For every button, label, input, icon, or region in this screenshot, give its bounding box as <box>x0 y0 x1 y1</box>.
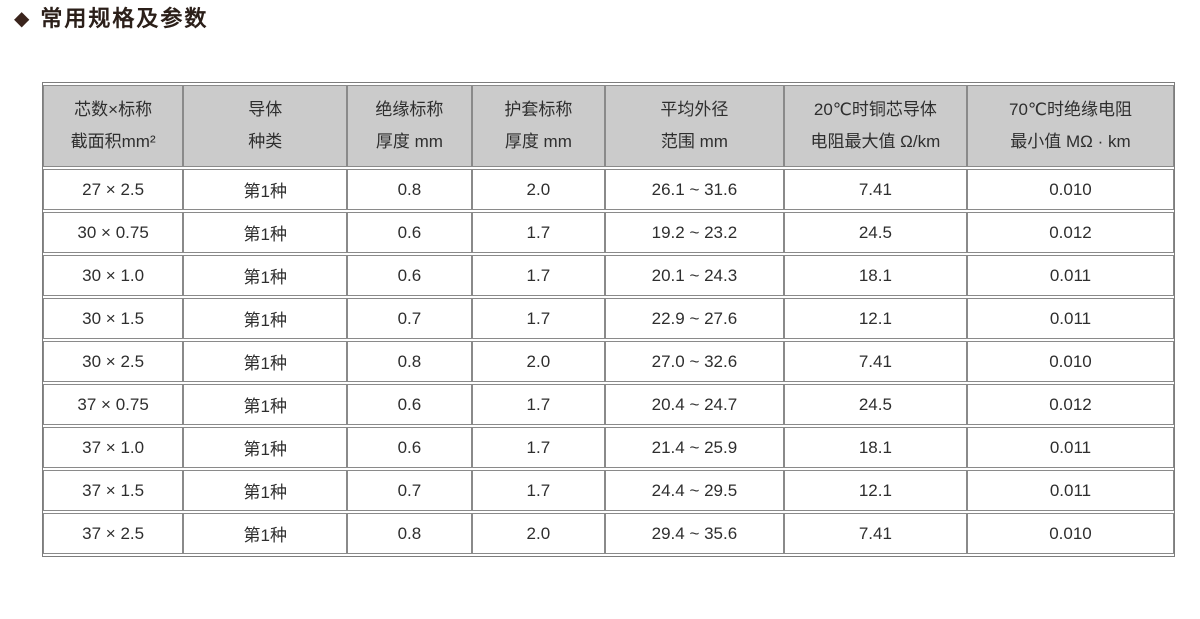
table-cell: 12.1 <box>783 470 967 511</box>
column-header-insulation-thickness: 绝缘标称 厚度 mm <box>347 85 472 167</box>
table-cell: 0.010 <box>966 169 1174 210</box>
header-line: 护套标称 <box>504 100 573 119</box>
table-cell: 26.1 ~ 31.6 <box>605 169 784 210</box>
table-row: 37 × 1.0 第1种 0.6 1.7 21.4 ~ 25.9 18.1 0.011 <box>43 427 1174 468</box>
table-cell: 0.010 <box>966 341 1174 382</box>
table-row: 30 × 1.5 第1种 0.7 1.7 22.9 ~ 27.6 12.1 0.011 <box>43 298 1174 339</box>
table-cell: 第1种 <box>183 513 348 554</box>
table-cell: 1.7 <box>471 384 606 425</box>
table-cell: 37 × 1.0 <box>43 427 184 468</box>
table-row: 30 × 1.0 第1种 0.6 1.7 20.1 ~ 24.3 18.1 0.011 <box>43 255 1174 296</box>
header-line: 厚度 mm <box>504 132 572 151</box>
table-cell: 0.011 <box>966 255 1174 296</box>
table-cell: 7.41 <box>783 341 967 382</box>
table-row: 37 × 0.75 第1种 0.6 1.7 20.4 ~ 24.7 24.5 0.012 <box>43 384 1174 425</box>
spec-table: 芯数×标称 截面积mm² 导体 种类 绝缘标称 厚度 mm 护套标称 厚度 mm… <box>42 82 1175 557</box>
header-line: 最小值 MΩ · km <box>1010 132 1131 151</box>
table-cell: 0.8 <box>347 341 472 382</box>
table-cell: 0.011 <box>966 427 1174 468</box>
table-cell: 24.5 <box>783 212 967 253</box>
table-cell: 0.011 <box>966 470 1174 511</box>
table-row: 37 × 1.5 第1种 0.7 1.7 24.4 ~ 29.5 12.1 0.011 <box>43 470 1174 511</box>
table-row: 27 × 2.5 第1种 0.8 2.0 26.1 ~ 31.6 7.41 0.010 <box>43 169 1174 210</box>
table-cell: 第1种 <box>183 384 348 425</box>
table-cell: 7.41 <box>783 513 967 554</box>
header-line: 芯数×标称 <box>74 100 153 119</box>
table-cell: 0.8 <box>347 169 472 210</box>
column-header-insulation-resistance: 70℃时绝缘电阻 最小值 MΩ · km <box>966 85 1174 167</box>
table-cell: 第1种 <box>183 470 348 511</box>
header-line: 绝缘标称 <box>375 100 444 119</box>
header-line: 电阻最大值 Ω/km <box>810 132 941 151</box>
header-line: 平均外径 <box>660 100 729 119</box>
table-cell: 7.41 <box>783 169 967 210</box>
table-cell: 22.9 ~ 27.6 <box>605 298 784 339</box>
header-line: 20℃时铜芯导体 <box>813 100 937 119</box>
table-cell: 18.1 <box>783 255 967 296</box>
table-cell: 第1种 <box>183 255 348 296</box>
table-cell: 1.7 <box>471 255 606 296</box>
header-line: 范围 mm <box>660 132 728 151</box>
table-cell: 0.012 <box>966 384 1174 425</box>
table-cell: 第1种 <box>183 341 348 382</box>
table-cell: 20.1 ~ 24.3 <box>605 255 784 296</box>
table-cell: 第1种 <box>183 298 348 339</box>
table-cell: 24.4 ~ 29.5 <box>605 470 784 511</box>
table-cell: 29.4 ~ 35.6 <box>605 513 784 554</box>
table-cell: 30 × 1.0 <box>43 255 184 296</box>
table-cell: 2.0 <box>471 513 606 554</box>
table-cell: 0.010 <box>966 513 1174 554</box>
table-row: 37 × 2.5 第1种 0.8 2.0 29.4 ~ 35.6 7.41 0.010 <box>43 513 1174 554</box>
table-cell: 第1种 <box>183 169 348 210</box>
header-line: 导体 <box>248 100 283 119</box>
table-cell: 30 × 1.5 <box>43 298 184 339</box>
table-cell: 2.0 <box>471 169 606 210</box>
table-cell: 21.4 ~ 25.9 <box>605 427 784 468</box>
table-cell: 1.7 <box>471 470 606 511</box>
table-cell: 30 × 0.75 <box>43 212 184 253</box>
table-cell: 0.7 <box>347 470 472 511</box>
header-line: 70℃时绝缘电阻 <box>1008 100 1132 119</box>
table-cell: 0.6 <box>347 212 472 253</box>
column-header-conductor-type: 导体 种类 <box>183 85 348 167</box>
table-cell: 1.7 <box>471 298 606 339</box>
page-title-text: 常用规格及参数 <box>40 6 209 31</box>
column-header-sheath-thickness: 护套标称 厚度 mm <box>471 85 606 167</box>
header-line: 厚度 mm <box>375 132 443 151</box>
table-cell: 0.6 <box>347 427 472 468</box>
table-cell: 37 × 0.75 <box>43 384 184 425</box>
table-cell: 20.4 ~ 24.7 <box>605 384 784 425</box>
table-cell: 0.6 <box>347 384 472 425</box>
table-cell: 0.7 <box>347 298 472 339</box>
table-cell: 1.7 <box>471 212 606 253</box>
header-line: 种类 <box>248 132 283 151</box>
table-row: 30 × 2.5 第1种 0.8 2.0 27.0 ~ 32.6 7.41 0.010 <box>43 341 1174 382</box>
table-cell: 0.6 <box>347 255 472 296</box>
header-line: 截面积mm² <box>70 132 156 151</box>
column-header-outer-diameter: 平均外径 范围 mm <box>605 85 784 167</box>
table-cell: 第1种 <box>183 427 348 468</box>
table-cell: 24.5 <box>783 384 967 425</box>
table-cell: 19.2 ~ 23.2 <box>605 212 784 253</box>
diamond-bullet-icon: ◆ <box>14 8 30 31</box>
table-header-row: 芯数×标称 截面积mm² 导体 种类 绝缘标称 厚度 mm 护套标称 厚度 mm… <box>43 85 1174 167</box>
table-cell: 27 × 2.5 <box>43 169 184 210</box>
table-cell: 18.1 <box>783 427 967 468</box>
page-title: ◆ 常用规格及参数 <box>14 6 208 32</box>
table-body: 27 × 2.5 第1种 0.8 2.0 26.1 ~ 31.6 7.41 0.010 30 … <box>43 169 1174 554</box>
table-cell: 0.011 <box>966 298 1174 339</box>
table-cell: 1.7 <box>471 427 606 468</box>
table-row: 30 × 0.75 第1种 0.6 1.7 19.2 ~ 23.2 24.5 0.012 <box>43 212 1174 253</box>
column-header-cores-area: 芯数×标称 截面积mm² <box>43 85 184 167</box>
table-cell: 37 × 2.5 <box>43 513 184 554</box>
table-cell: 0.012 <box>966 212 1174 253</box>
table-cell: 2.0 <box>471 341 606 382</box>
table-cell: 第1种 <box>183 212 348 253</box>
table-cell: 30 × 2.5 <box>43 341 184 382</box>
column-header-conductor-resistance: 20℃时铜芯导体 电阻最大值 Ω/km <box>783 85 967 167</box>
table-cell: 0.8 <box>347 513 472 554</box>
table-cell: 37 × 1.5 <box>43 470 184 511</box>
table-cell: 27.0 ~ 32.6 <box>605 341 784 382</box>
table-cell: 12.1 <box>783 298 967 339</box>
